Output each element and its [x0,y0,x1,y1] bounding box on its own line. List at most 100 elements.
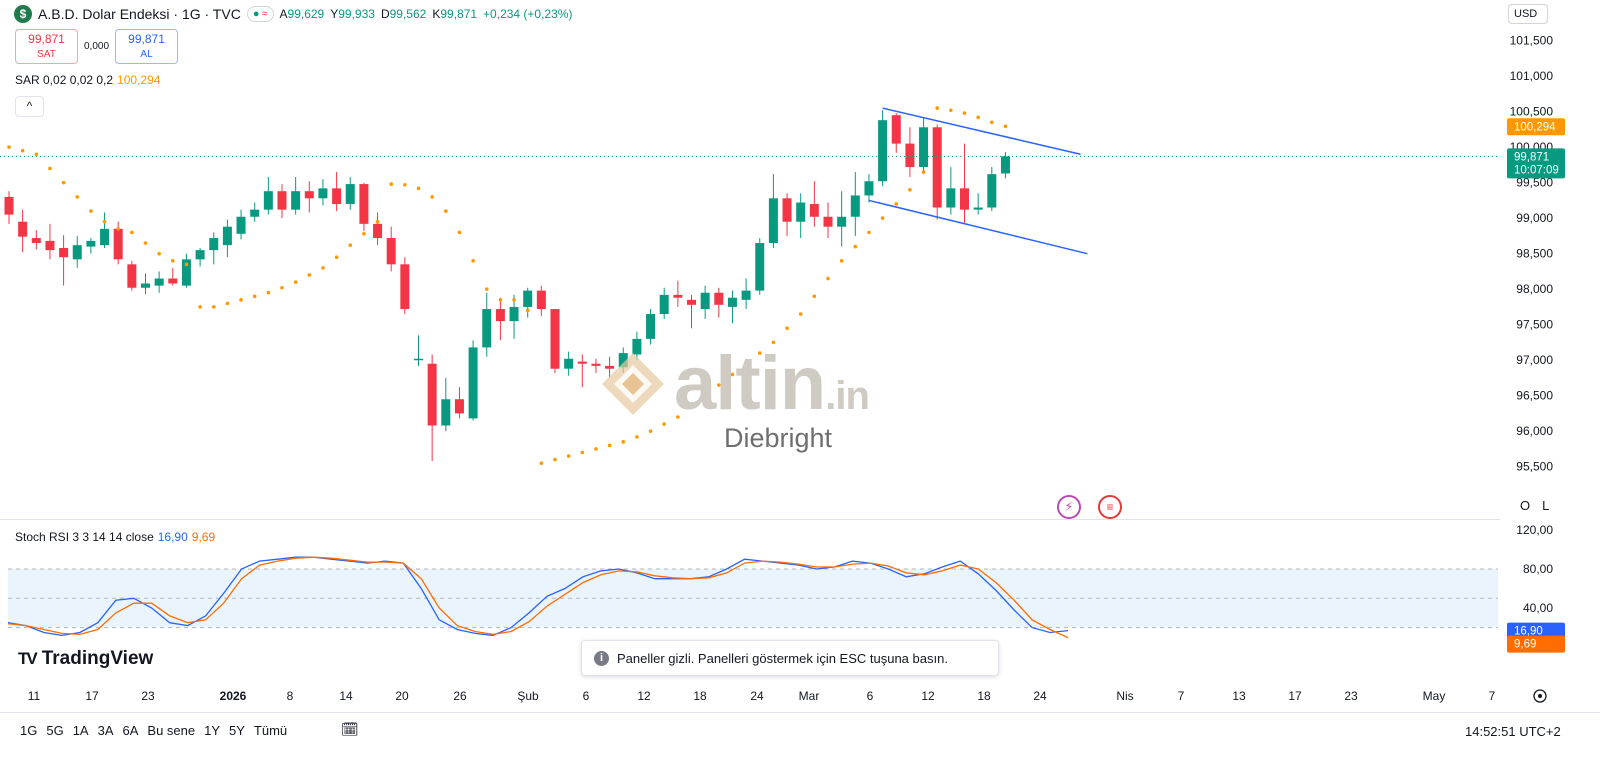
candle-body [263,191,273,210]
trade-panel: 99,871 SAT 0,000 99,871 AL [15,29,179,64]
range-5y[interactable]: 5Y [229,723,245,738]
range-ytd[interactable]: Bu sene [147,723,196,738]
sar-dot [362,231,366,236]
candle-body [987,174,997,208]
sar-dot [34,152,39,157]
clock[interactable]: 14:52:51 UTC+2 [1465,724,1561,739]
stoch-k-value: 16,90 [157,530,188,544]
sar-dot [75,195,80,199]
sar-dot [880,216,885,220]
settings-gear-icon [1533,689,1547,703]
sell-button[interactable]: 99,871 SAT [15,29,78,64]
sar-dot [525,308,530,313]
time-tick-label: 2026 [220,689,247,703]
market-status-pill[interactable]: ● ≈ [246,6,274,22]
us-flag-event-icon[interactable]: ≡ [1098,495,1122,519]
sar-dot [61,180,66,185]
symbol-header[interactable]: $ A.B.D. Dolar Endeksi · 1G · TVC ● ≈ A9… [14,5,572,23]
scale-buttons: O L [1520,498,1549,513]
info-icon: i [594,650,609,666]
sar-dot [143,241,148,245]
price-tick-label: 101,000 [1510,69,1554,83]
lightning-event-icon[interactable]: ⚡ [1057,495,1081,519]
sar-dot [389,182,394,186]
candle-body [536,290,546,310]
stoch-d-value: 9,69 [191,530,216,544]
sar-dot [239,298,243,302]
candle-body [18,221,28,237]
candle-body [4,196,14,215]
tradingview-logo[interactable]: TV TradingView [18,648,153,670]
price-tick-label: 99,500 [1516,176,1553,190]
buy-button[interactable]: 99,871 AL [115,29,179,64]
sar-dot [635,435,639,439]
sar-dot [539,461,544,465]
candle-body [414,358,423,361]
price-tick-label: 96,000 [1516,424,1553,438]
time-tick-label: 6 [583,689,590,703]
range-1a[interactable]: 1A [72,723,89,738]
sar-dot [471,258,475,263]
candle-body [441,399,451,426]
time-tick-label: 7 [1489,689,1496,703]
sar-legend[interactable]: SAR 0,02 0,02 0,2 100,294 [15,73,160,87]
sar-value: 100,294 [117,73,161,87]
sar-dot [252,294,257,299]
panels-hidden-toast: i Paneller gizli. Panelleri göstermek iç… [581,640,999,676]
candle-body [318,188,328,199]
range-5g[interactable]: 5G [46,723,64,738]
time-tick-label: 24 [750,689,764,703]
sar-dot [321,266,325,270]
bottom-toolbar: 1G 5G 1A 3A 6A Bu sene 1Y 5Y Tümü 🗓 14:5… [0,712,1600,752]
watermark-brand: altin.in [674,341,870,426]
stoch-legend[interactable]: Stoch RSI 3 3 14 14 close 16,90 9,69 [15,530,215,544]
symbol-title[interactable]: A.B.D. Dolar Endeksi · 1G · TVC [38,6,241,22]
sar-dot [744,361,748,366]
stoch-d-label-text: 9,69 [1514,639,1536,651]
candle-body [332,188,342,204]
range-3a[interactable]: 3A [97,723,114,738]
sar-dot [867,230,871,235]
sar-dot [553,457,557,462]
sar-dot [512,298,516,302]
scale-o-button[interactable]: O [1520,498,1531,513]
candle-body [304,191,314,199]
range-6a[interactable]: 6A [122,723,139,738]
trend-channel[interactable] [868,107,1088,255]
time-tick-label: 13 [1232,689,1246,703]
candle-body [891,115,901,144]
time-tick-label: 24 [1033,689,1047,703]
time-axis[interactable]: 11 17 23 2026 8 14 20 26 Şub 6 12 18 24 Mar 6 12 18 24 Nis… [28,689,1547,703]
trend-line [868,199,1088,255]
time-tick-label: 26 [453,689,467,703]
sar-dot [621,440,626,444]
collapse-legend-button[interactable]: ^ [15,96,44,117]
candle-body [427,363,437,426]
ohlc-open: A99,629 [279,7,325,21]
sar-dot [662,422,666,426]
tradingview-mark-icon: TV [18,649,38,668]
calendar-icon[interactable]: 🗓 [341,721,359,737]
watermark-author: Diebright [724,423,833,453]
wave-icon: ≈ [261,8,268,20]
scale-l-button[interactable]: L [1542,498,1550,513]
range-1g[interactable]: 1G [20,723,38,738]
candle-body [345,184,355,204]
range-1y[interactable]: 1Y [204,723,221,738]
time-tick-label: 18 [693,689,707,703]
candle-body [577,361,587,364]
sar-dot [962,111,967,115]
sar-dot [676,415,680,419]
candle-body [700,292,710,310]
candle-body [468,347,478,419]
range-all[interactable]: Tümü [253,723,288,738]
currency-selector[interactable]: USD [1508,4,1548,24]
price-tick-label: 95,500 [1516,460,1553,474]
candle-body [782,198,792,222]
candle-body [523,290,533,307]
watermark: altin.in [600,340,870,427]
stoch-axis[interactable]: 40,00 80,00 120,00 [1516,523,1553,615]
buy-price: 99,871 [128,32,165,46]
